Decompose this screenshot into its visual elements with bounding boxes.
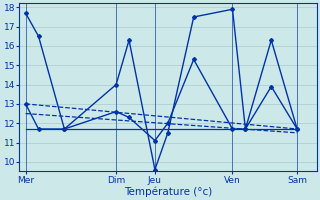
X-axis label: Température (°c): Température (°c) <box>124 186 212 197</box>
